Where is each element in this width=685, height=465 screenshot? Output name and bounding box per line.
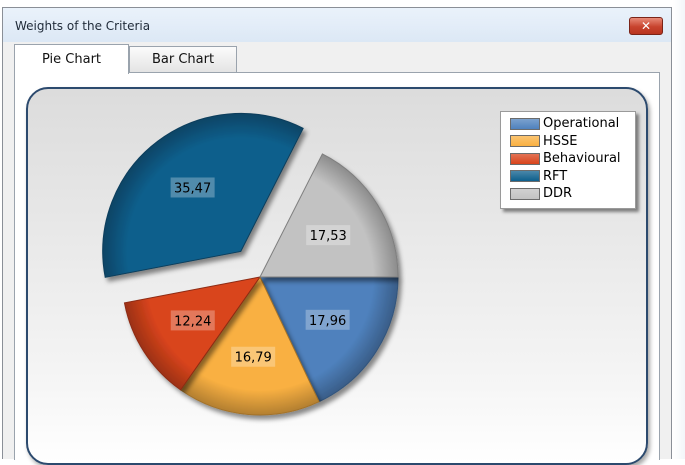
data-label-behavioural: 12,24 xyxy=(170,310,215,331)
legend-label: DDR xyxy=(543,186,573,202)
data-label-ddr: 17,53 xyxy=(306,225,351,246)
close-icon: ✕ xyxy=(640,19,652,33)
legend-label: Behavioural xyxy=(543,151,621,167)
tab-bar-chart[interactable]: Bar Chart xyxy=(129,46,237,72)
legend-swatch xyxy=(510,187,540,200)
legend-swatch xyxy=(510,152,540,165)
title-bar[interactable]: Weights of the Criteria ✕ xyxy=(3,8,671,42)
tab-bar-chart-label: Bar Chart xyxy=(151,52,215,67)
pie-slice-rft[interactable] xyxy=(102,112,304,278)
tab-pie-chart-label: Pie Chart xyxy=(41,52,102,67)
pie-chart: 17,96 16,79 12,24 35,47 17,53 xyxy=(102,112,399,416)
chart-legend: Operational HSSE Behavioural RFT DDR xyxy=(500,111,636,209)
legend-swatch xyxy=(510,135,540,148)
legend-swatch xyxy=(510,117,540,130)
window-title: Weights of the Criteria xyxy=(15,19,151,33)
legend-item-operational: Operational xyxy=(501,115,635,133)
legend-item-rft: RFT xyxy=(501,168,635,186)
data-label-operational: 17,96 xyxy=(305,309,350,330)
legend-label: HSSE xyxy=(543,133,578,149)
svg-text:16,79: 16,79 xyxy=(235,351,272,366)
legend-label: RFT xyxy=(543,168,568,184)
svg-text:35,47: 35,47 xyxy=(174,181,211,196)
legend-item-hsse: HSSE xyxy=(501,133,635,151)
tab-panel: 17,96 16,79 12,24 35,47 17,53 Operational HSS… xyxy=(14,72,660,465)
pie-slice-ddr[interactable] xyxy=(259,153,399,278)
svg-text:12,24: 12,24 xyxy=(174,314,211,329)
svg-text:17,53: 17,53 xyxy=(310,229,347,244)
data-label-rft: 35,47 xyxy=(170,177,215,198)
legend-label: Operational xyxy=(543,116,620,132)
criteria-weights-window: Weights of the Criteria ✕ Pie Chart Bar … xyxy=(2,7,672,465)
legend-swatch xyxy=(510,170,540,183)
pie-slice-hsse[interactable] xyxy=(179,276,320,416)
close-button[interactable]: ✕ xyxy=(629,17,663,35)
svg-text:17,96: 17,96 xyxy=(309,314,346,329)
legend-item-behavioural: Behavioural xyxy=(501,150,635,168)
data-label-hsse: 16,79 xyxy=(231,346,276,367)
pie-chart-area: 17,96 16,79 12,24 35,47 17,53 Operational HSS… xyxy=(26,87,648,465)
background-strip xyxy=(673,0,685,459)
tab-pie-chart[interactable]: Pie Chart xyxy=(14,44,129,74)
pie-slice-behavioural[interactable] xyxy=(123,276,262,391)
legend-item-ddr: DDR xyxy=(501,185,635,203)
pie-slice-operational[interactable] xyxy=(259,276,399,403)
